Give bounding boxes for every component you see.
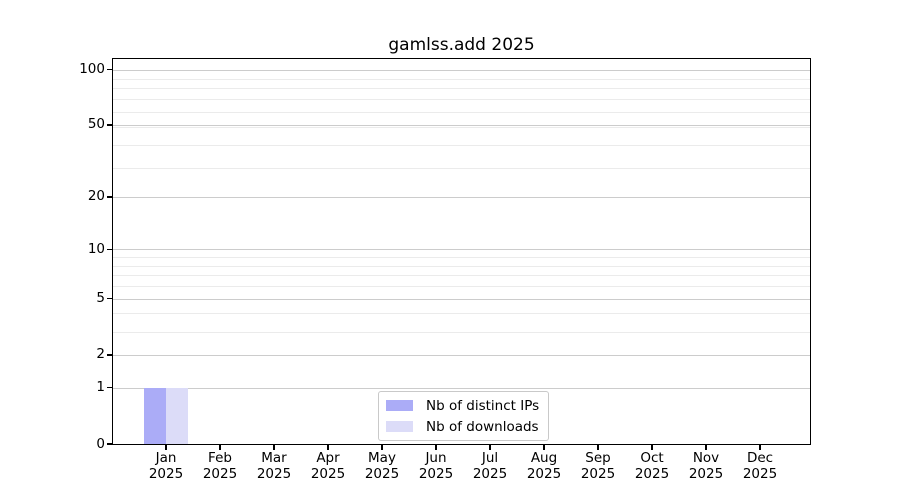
x-tick-label: Dec 2025: [742, 450, 778, 482]
minor-gridline: [113, 144, 810, 146]
major-gridline: [113, 124, 810, 126]
major-gridline: [113, 196, 810, 198]
x-tick-mark: [489, 444, 491, 450]
x-tick-label: Sep 2025: [580, 450, 616, 482]
x-tick-mark: [435, 444, 437, 450]
major-gridline: [113, 69, 810, 71]
x-tick-mark: [165, 444, 167, 450]
y-tick-mark: [106, 124, 112, 126]
x-tick-label: Nov 2025: [688, 450, 724, 482]
major-gridline: [113, 354, 810, 356]
y-tick-label: 5: [96, 290, 105, 307]
y-tick-mark: [106, 196, 112, 198]
major-gridline: [113, 387, 810, 389]
x-tick-label: Apr 2025: [310, 450, 346, 482]
x-tick-mark: [381, 444, 383, 450]
minor-gridline: [113, 275, 810, 277]
minor-gridline: [113, 126, 810, 128]
y-tick-label: 10: [87, 240, 105, 257]
legend-entry-nb-of-downloads: Nb of downloads: [386, 417, 539, 436]
minor-gridline: [113, 111, 810, 113]
y-tick-label: 50: [87, 116, 105, 133]
minor-gridline: [113, 99, 810, 101]
y-tick-mark: [106, 354, 112, 356]
bar-nb-of-distinct-ips-jan: [144, 387, 166, 444]
y-tick-mark: [106, 68, 112, 71]
minor-gridline: [113, 286, 810, 288]
y-tick-label: 1: [96, 379, 105, 396]
x-tick-label: Mar 2025: [256, 450, 292, 482]
y-tick-mark: [106, 387, 112, 389]
y-tick-mark: [106, 297, 112, 300]
major-gridline: [113, 298, 810, 300]
y-tick-mark: [106, 248, 112, 251]
x-tick-label: Jun 2025: [418, 450, 454, 482]
legend: Nb of distinct IPs Nb of downloads: [378, 391, 550, 441]
x-tick-mark: [597, 444, 599, 450]
x-tick-mark: [543, 444, 545, 450]
x-tick-mark: [759, 444, 761, 450]
minor-gridline: [113, 78, 810, 80]
legend-label: Nb of distinct IPs: [426, 397, 540, 414]
minor-gridline: [113, 313, 810, 315]
x-tick-label: Oct 2025: [634, 450, 670, 482]
legend-entry-nb-of-distinct-ips: Nb of distinct IPs: [386, 396, 539, 415]
minor-gridline: [113, 168, 810, 170]
bar-nb-of-downloads-jan: [166, 387, 188, 444]
y-tick-label: 20: [87, 188, 105, 205]
x-tick-mark: [705, 444, 707, 450]
y-tick-label: 100: [79, 61, 105, 78]
minor-gridline: [113, 257, 810, 259]
x-tick-mark: [327, 444, 329, 450]
x-tick-label: Jul 2025: [472, 450, 508, 482]
minor-gridline: [113, 88, 810, 90]
legend-label: Nb of downloads: [426, 418, 539, 435]
x-tick-label: Feb 2025: [202, 450, 238, 482]
y-tick-label: 0: [96, 435, 105, 452]
x-tick-mark: [273, 444, 275, 450]
y-tick-mark: [106, 443, 112, 445]
chart-title: gamlss.add 2025: [388, 35, 535, 55]
minor-gridline: [113, 265, 810, 267]
minor-gridline: [113, 331, 810, 333]
legend-swatch-icon: [386, 400, 413, 411]
x-tick-mark: [651, 444, 653, 450]
x-tick-label: Aug 2025: [526, 450, 562, 482]
x-tick-label: Jan 2025: [148, 450, 184, 482]
x-tick-label: May 2025: [364, 450, 400, 482]
y-tick-label: 2: [96, 346, 105, 363]
x-tick-mark: [219, 444, 221, 450]
major-gridline: [113, 249, 810, 251]
legend-swatch-icon: [386, 421, 413, 432]
